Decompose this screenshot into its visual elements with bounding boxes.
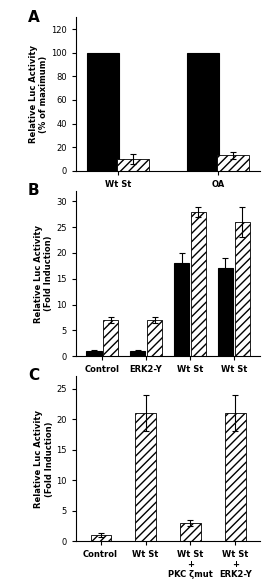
Y-axis label: Relative Luc Activity
(% of maximum): Relative Luc Activity (% of maximum) <box>29 45 48 143</box>
Bar <box>218 269 233 356</box>
Bar <box>130 351 145 356</box>
Text: A: A <box>28 10 40 25</box>
Bar <box>117 159 149 171</box>
Bar <box>225 413 246 541</box>
Bar <box>136 413 156 541</box>
Text: B: B <box>28 183 40 198</box>
Bar <box>86 351 102 356</box>
Bar <box>91 535 111 541</box>
Bar <box>174 263 189 356</box>
Bar <box>87 53 119 171</box>
Bar <box>147 320 162 356</box>
Text: C: C <box>28 368 39 383</box>
Bar <box>191 212 206 356</box>
Bar <box>103 320 118 356</box>
Bar <box>217 156 249 171</box>
Bar <box>180 523 201 541</box>
Y-axis label: Relative Luc Activity
(Fold Induction): Relative Luc Activity (Fold Induction) <box>34 225 53 323</box>
Bar <box>234 222 250 356</box>
Y-axis label: Relative Luc Activity
(Fold Induction): Relative Luc Activity (Fold Induction) <box>34 410 54 508</box>
Bar <box>187 53 219 171</box>
